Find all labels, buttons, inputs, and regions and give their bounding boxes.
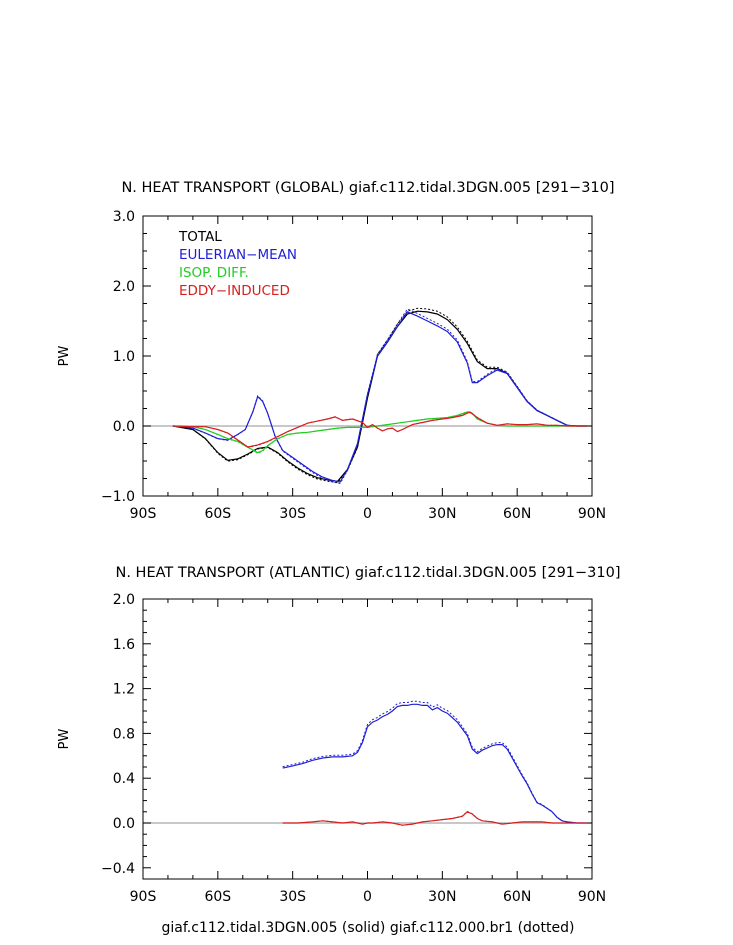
x-tick-label: 90N xyxy=(578,506,606,522)
series-line xyxy=(172,310,587,482)
series-line xyxy=(282,703,587,824)
y-tick-label: 1.6 xyxy=(113,637,135,653)
legend-entry: EDDY−INDUCED xyxy=(179,283,290,299)
legend-entry: TOTAL xyxy=(178,229,222,245)
x-tick-label: 0 xyxy=(363,889,372,905)
x-tick-label: 60S xyxy=(204,889,231,905)
x-tick-label: 90S xyxy=(130,889,157,905)
series-line xyxy=(282,811,587,826)
atlantic-y-axis-label: PW xyxy=(57,729,72,750)
atlantic-chart-title: N. HEAT TRANSPORT (ATLANTIC) giaf.c112.t… xyxy=(115,565,620,581)
global-chart-title: N. HEAT TRANSPORT (GLOBAL) giaf.c112.tid… xyxy=(121,180,614,196)
series-line xyxy=(172,311,587,483)
x-tick-label: 60N xyxy=(503,889,531,905)
y-tick-label: 1.2 xyxy=(113,682,135,698)
y-tick-label: 1.0 xyxy=(113,349,135,365)
x-tick-label: 30S xyxy=(279,889,306,905)
x-tick-label: 30N xyxy=(428,889,456,905)
legend-entry: EULERIAN−MEAN xyxy=(179,247,297,263)
x-tick-label: 60S xyxy=(204,506,231,522)
x-tick-label: 90S xyxy=(130,506,157,522)
legend-entry: ISOP. DIFF. xyxy=(179,265,249,281)
y-tick-label: 0.0 xyxy=(113,816,135,832)
y-tick-label: 2.0 xyxy=(113,279,135,295)
global-y-axis-label: PW xyxy=(57,346,72,367)
atlantic-chart-panel: 90S 60S 30S 0 30N 60N 90N −0.4 0.0 0.4 0.8 1.2 1.6 2.… xyxy=(101,592,606,905)
y-tick-label: −0.4 xyxy=(101,861,135,877)
y-tick-label: 0.4 xyxy=(113,771,135,787)
series-line xyxy=(172,411,587,454)
series-line-dotted xyxy=(172,307,587,484)
x-tick-label: 60N xyxy=(503,506,531,522)
global-chart-panel: 90S 60S 30S 0 30N 60N 90N −1.0 0.0 1.0 2.0 3.0 TOTAL… xyxy=(101,209,606,522)
x-tick-label: 30N xyxy=(428,506,456,522)
y-tick-label: 0.0 xyxy=(113,419,135,435)
x-tick-label: 90N xyxy=(578,889,606,905)
plot-frame xyxy=(142,598,593,880)
x-tick-label: 30S xyxy=(279,506,306,522)
y-tick-label: 3.0 xyxy=(113,209,135,225)
series-line-dotted xyxy=(172,308,587,484)
series-line-dotted xyxy=(172,411,587,454)
figure-footer: giaf.c112.tidal.3DGN.005 (solid) giaf.c1… xyxy=(162,920,575,936)
series-line-dotted xyxy=(282,700,587,824)
y-tick-label: −1.0 xyxy=(101,489,135,505)
x-tick-label: 0 xyxy=(363,506,372,522)
y-tick-label: 2.0 xyxy=(113,592,135,608)
y-tick-label: 0.8 xyxy=(113,726,135,742)
series-line xyxy=(172,411,587,448)
